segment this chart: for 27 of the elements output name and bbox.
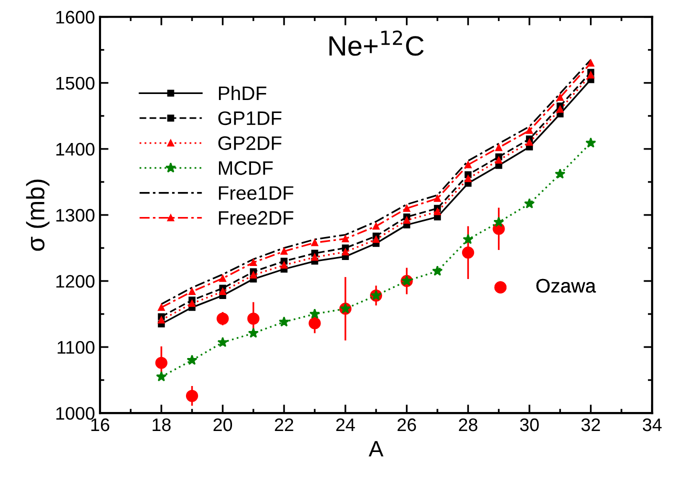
x-tick-label: 32: [581, 418, 600, 432]
x-tick-label: 34: [642, 418, 662, 432]
legend-label: GP2DF: [218, 136, 282, 150]
y-tick-label: 1200: [56, 274, 94, 288]
y-tick-label: 1500: [56, 76, 94, 90]
legend-label: Free2DF: [218, 211, 294, 225]
legend-label: Ozawa: [536, 278, 596, 293]
y-tick-label: 1400: [56, 142, 94, 156]
y-tick-label: 1100: [58, 340, 94, 354]
y-tick-label: 1000: [56, 407, 94, 420]
x-tick-label: 18: [152, 418, 171, 432]
chart-title: Ne+$^{12}$C: [329, 30, 424, 56]
y-axis-title: σ (mb): [26, 180, 50, 251]
x-tick-label: 28: [458, 418, 478, 432]
legend-label: GP1DF: [218, 111, 282, 126]
legend-label: MCDF: [218, 161, 273, 175]
x-tick-label: 16: [91, 418, 110, 432]
legend-label: Free1DF: [218, 186, 294, 200]
y-tick-label: 1600: [56, 10, 94, 24]
legend-label: PhDF: [218, 86, 266, 100]
x-tick-label: 20: [214, 418, 232, 432]
y-tick-label: 1300: [56, 208, 94, 222]
x-tick-label: 22: [274, 418, 294, 432]
x-axis-title: A: [368, 441, 384, 456]
x-tick-label: 24: [336, 418, 355, 432]
x-tick-label: 26: [398, 418, 416, 432]
x-tick-label: 30: [520, 418, 539, 432]
